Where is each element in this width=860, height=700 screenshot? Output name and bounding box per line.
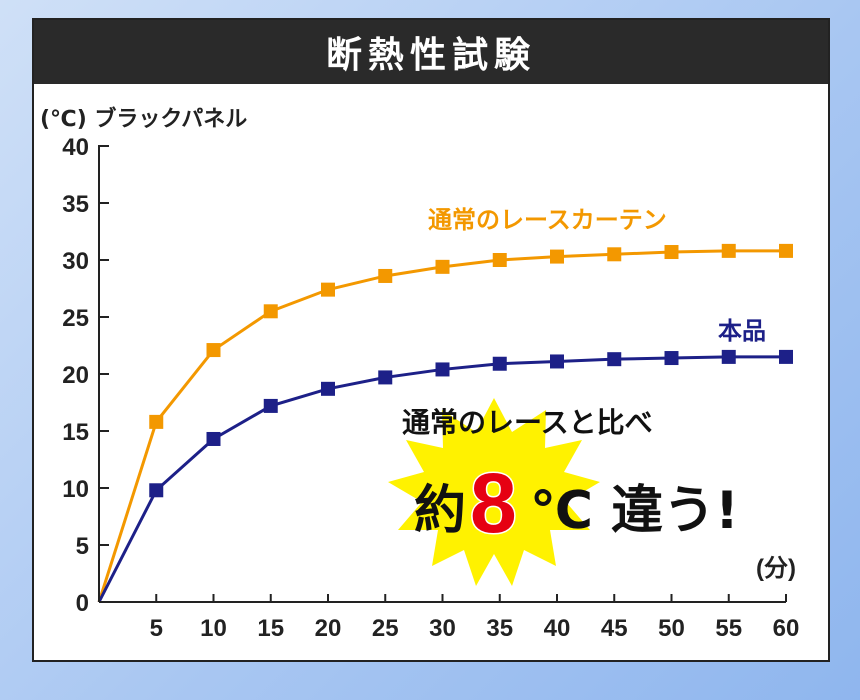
callout-number: 8 [470,456,517,550]
x-tick-label: 55 [715,615,742,642]
data-point-0 [435,259,450,274]
starburst-shape [388,398,600,586]
y-tick-label: 5 [76,533,89,560]
data-point-1 [550,354,564,369]
data-point-0 [263,304,278,319]
data-point-0 [779,243,793,258]
x-tick-label: 30 [429,615,456,642]
y-tick-label: 20 [62,362,89,389]
data-point-0 [321,282,335,297]
data-point-0 [149,414,164,429]
data-point-0 [664,245,679,260]
data-point-1 [321,381,335,396]
x-axis-title: (分) [756,555,796,582]
data-point-0 [721,243,736,258]
x-tick-label: 45 [601,615,628,642]
data-point-0 [550,249,564,264]
y-tick-label: 30 [62,248,89,275]
data-point-1 [378,370,393,385]
x-tick-label: 20 [315,615,342,642]
data-point-0 [206,343,221,358]
data-point-1 [435,362,450,377]
series-label-lace: 通常のレースカーテン [428,206,667,234]
data-point-1 [206,431,221,446]
series-label-product: 本品 [718,317,766,345]
line-chart: (℃) ブラックパネル 0 5 10 15 20 25 30 35 40 5 10 15 20 25 30 3… [40,106,800,642]
data-point-0 [607,247,622,262]
callout-suffix: ℃ 違う! [530,481,739,541]
data-point-1 [607,352,622,367]
x-tick-label: 10 [200,615,227,642]
chart-title: 断熱性試験 [34,20,828,84]
data-point-1 [149,483,164,498]
x-tick-label: 25 [372,615,399,642]
data-point-0 [492,253,507,267]
x-tick-label: 5 [150,615,163,642]
y-tick-label: 0 [76,590,89,617]
x-tick-label: 40 [544,615,571,642]
callout-line1: 通常のレースと比べ [402,406,653,439]
y-axis-title: (℃) ブラックパネル [40,106,247,132]
x-tick-label: 50 [658,615,685,642]
data-point-1 [664,351,679,366]
data-point-1 [721,349,736,364]
data-point-1 [263,398,278,413]
y-tick-label: 10 [62,476,89,503]
data-point-0 [378,268,393,283]
y-tick-label: 15 [62,419,89,446]
y-tick-label: 25 [62,305,89,332]
data-point-1 [779,349,793,364]
callout-prefix: 約 [414,481,466,541]
y-tick-label: 35 [62,191,89,218]
data-point-1 [492,356,507,371]
x-tick-label: 15 [257,615,284,642]
x-tick-label: 35 [486,615,513,642]
x-tick-label: 60 [773,615,800,642]
y-tick-label: 40 [62,134,89,161]
chart-frame: 断熱性試験 (℃) ブラックパネル 0 5 10 15 20 25 30 35 40 5 10 15 2… [32,18,830,662]
